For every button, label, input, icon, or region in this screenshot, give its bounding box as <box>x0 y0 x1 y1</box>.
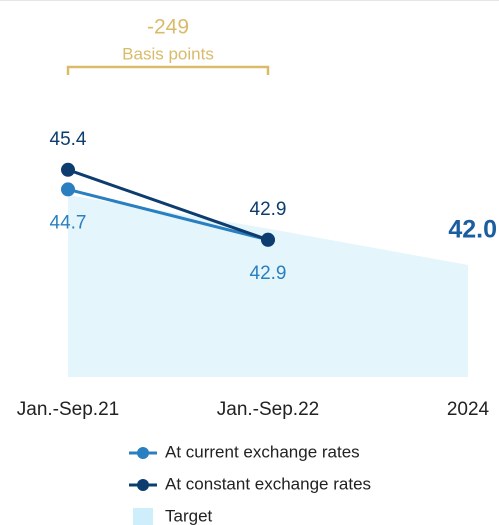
x-tick-label: 2024 <box>447 399 490 420</box>
annotation-value: -249 <box>147 16 189 39</box>
data-label: 42.9 <box>250 199 287 220</box>
series-line <box>67 187 269 242</box>
annotation-bracket <box>66 65 270 75</box>
data-label: 42.9 <box>250 263 287 284</box>
point <box>261 232 275 247</box>
point <box>61 182 75 197</box>
legend-marker <box>137 479 149 491</box>
x-tick-label: Jan.-Sep.21 <box>17 399 119 420</box>
data-label: 45.4 <box>50 129 87 150</box>
legend-label: Target <box>165 506 213 525</box>
data-label: 42.0 <box>448 216 497 244</box>
legend-label: At constant exchange rates <box>165 474 371 493</box>
x-tick-label: Jan.-Sep.22 <box>217 399 319 420</box>
legend-label: At current exchange rates <box>165 442 360 461</box>
annotation-label: Basis points <box>122 44 214 63</box>
legend-swatch <box>133 508 153 525</box>
target-area <box>68 195 468 377</box>
data-label: 44.7 <box>50 212 87 233</box>
point <box>61 162 75 177</box>
series-line <box>67 168 269 242</box>
legend-marker <box>137 447 149 459</box>
